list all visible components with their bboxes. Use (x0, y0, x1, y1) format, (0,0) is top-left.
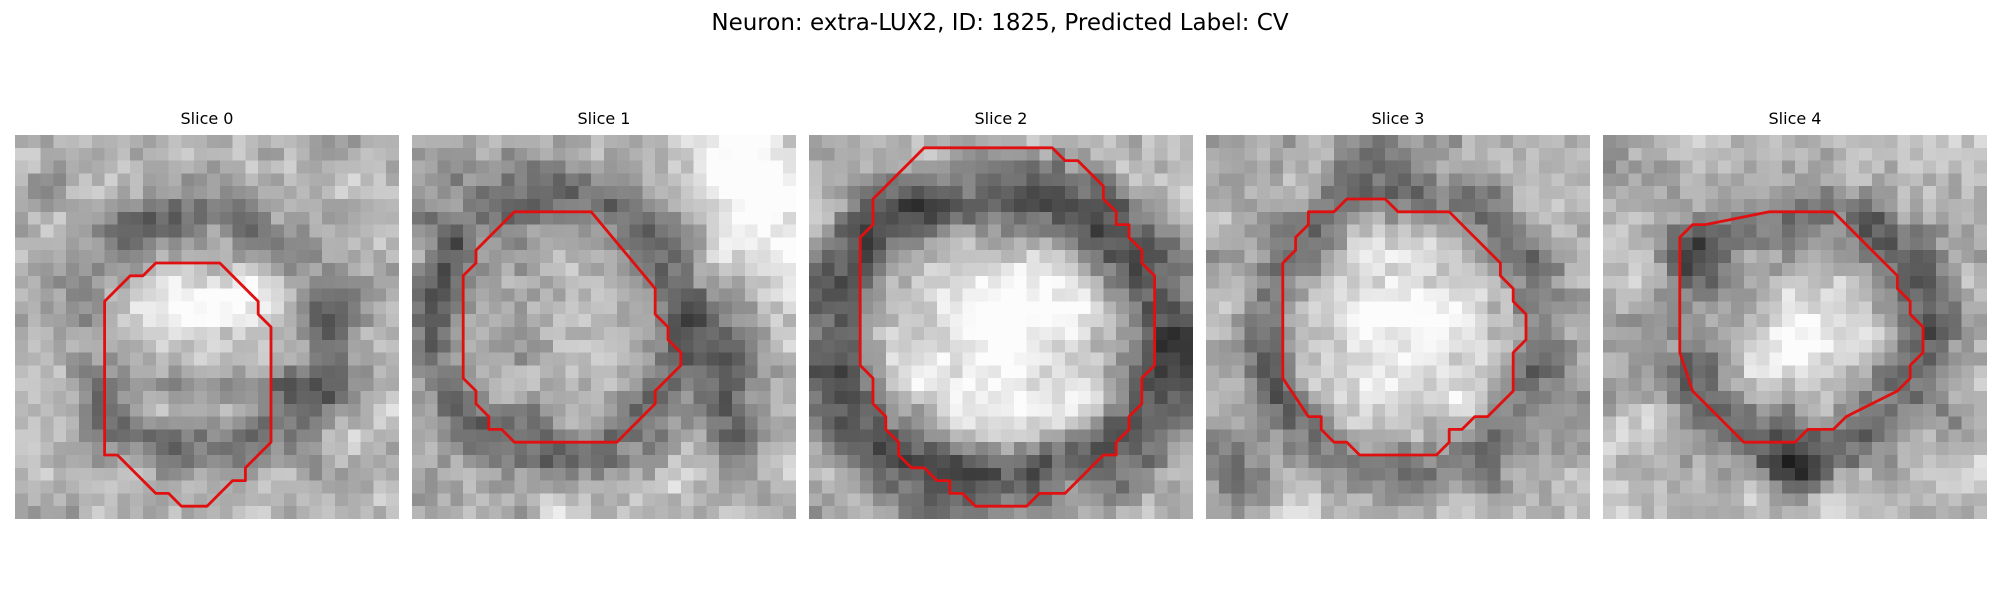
slice-image (15, 135, 399, 519)
cell-contour (858, 146, 1157, 508)
figure-title: Neuron: extra-LUX2, ID: 1825, Predicted … (711, 10, 1289, 36)
cell-contour (103, 261, 273, 508)
pixel-grid (1603, 135, 1987, 519)
slice-image (1603, 135, 1987, 519)
slice-image (412, 135, 796, 519)
cell-contour (1281, 197, 1528, 457)
cell-contour (461, 210, 683, 444)
slice-title: Slice 0 (180, 109, 234, 128)
pixel-grid (809, 135, 1193, 519)
slice-title: Slice 4 (1768, 109, 1822, 128)
slice-title: Slice 3 (1371, 109, 1425, 128)
slice-image (1206, 135, 1590, 519)
pixel-grid (15, 135, 399, 519)
slice-image (809, 135, 1193, 519)
slice-title: Slice 1 (577, 109, 631, 128)
pixel-grid (1206, 135, 1590, 519)
cell-contour (1678, 210, 1925, 444)
slice-title: Slice 2 (974, 109, 1028, 128)
pixel-grid (412, 135, 796, 519)
